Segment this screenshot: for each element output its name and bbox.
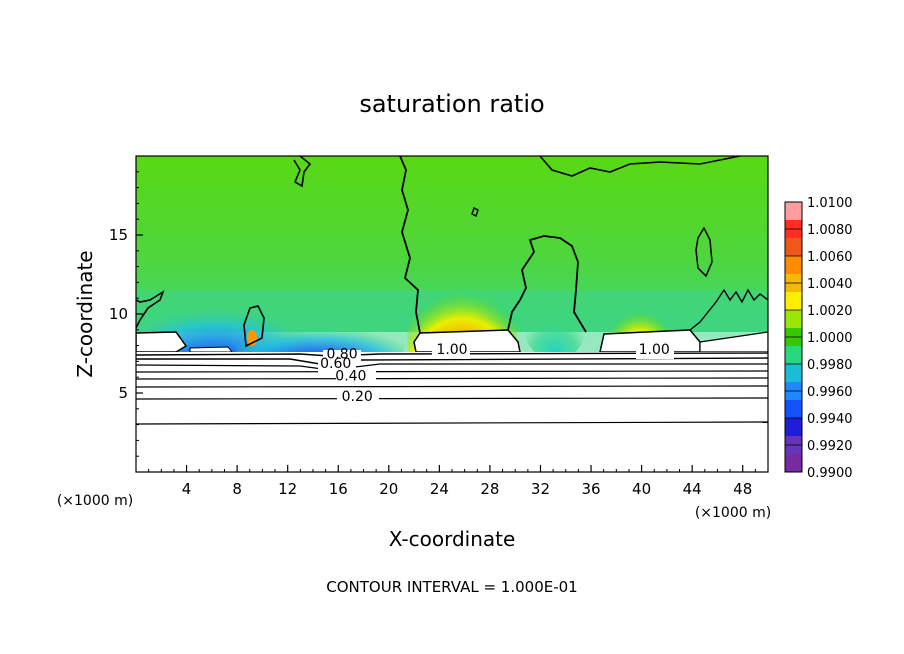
colorbar-swatch: [785, 202, 802, 221]
cloud-region-small: [189, 346, 234, 353]
contour-s1-top: [293, 156, 312, 188]
contour-s1-small-loop: [471, 207, 479, 217]
x-tick-label: 16: [329, 480, 348, 498]
contour-line-7: [136, 397, 768, 400]
x-tick-label: 40: [632, 480, 651, 498]
contour-label: 0.60: [320, 356, 351, 372]
colorbar-swatch: [785, 346, 802, 365]
contour-s1-ridge: [507, 235, 587, 333]
contour-label: 0.40: [335, 369, 366, 385]
colorbar-label: 1.0080: [807, 223, 853, 238]
y-tick-label: 5: [118, 384, 128, 402]
x-tick-label: 24: [430, 480, 449, 498]
x-unit-right: (×1000 m): [695, 505, 771, 521]
colorbar-label: 0.9960: [807, 385, 853, 400]
cloud-region-far-right: [699, 331, 768, 353]
x-tick-label: 44: [683, 480, 702, 498]
y-axis-label: Z-coordinate: [73, 250, 97, 377]
colorbar-label: 0.9980: [807, 358, 853, 373]
colorbar-swatch: [785, 364, 802, 383]
lower-layer: [136, 352, 768, 472]
contour-s1-upper-right: [539, 156, 741, 177]
x-tick-label: 4: [182, 480, 192, 498]
chart-title: saturation ratio: [359, 90, 544, 118]
y-axis: 5 10 15: [109, 171, 143, 457]
contour-label: 1.00: [436, 342, 467, 358]
x-tick-label: 12: [278, 480, 297, 498]
contour-line-8: [136, 421, 768, 425]
contour-interval-note: CONTOUR INTERVAL = 1.000E-01: [326, 578, 577, 596]
contour-label: 1.00: [639, 342, 670, 358]
dry-region-center: [525, 300, 585, 360]
contour-labels: 1.00 1.00 0.800.600.40 0.20: [320, 342, 670, 405]
colorbar-swatch: [785, 454, 802, 473]
colorbar-label: 1.0060: [807, 250, 853, 265]
contour-line-5: [136, 377, 768, 380]
contour-s1-cell: [243, 305, 265, 348]
colorbar-swatch: [785, 256, 802, 275]
x-tick-label: 36: [581, 480, 600, 498]
contour-s1-loop-right: [695, 226, 713, 278]
x-tick-label: 20: [379, 480, 398, 498]
x-tick-label: 32: [531, 480, 550, 498]
x-tick-label: 28: [480, 480, 499, 498]
contour-label: 0.20: [342, 389, 373, 405]
x-axis: 4 8 12 16 20 24 28 32 36 40 44 48: [148, 465, 756, 498]
colorbar-swatch: [785, 400, 802, 419]
contour-s1-left: [136, 290, 165, 329]
colorbar-label: 1.0020: [807, 304, 853, 319]
y-tick-label: 15: [109, 226, 128, 244]
y-tick-label: 10: [109, 305, 128, 323]
contour-s1-column: [399, 156, 421, 334]
contour-line-6: [136, 385, 768, 388]
contour-label: 0.80: [326, 347, 357, 363]
colorbar-swatch: [785, 310, 802, 329]
colorbar-swatch: [785, 418, 802, 437]
colorbar-swatch: [785, 238, 802, 257]
contour-line-4: [136, 370, 768, 373]
colorbar-label: 1.0100: [807, 196, 853, 211]
colorbar-label: 1.0000: [807, 331, 853, 346]
colorbar-label: 0.9940: [807, 412, 853, 427]
contour-s1-rough-right: [689, 288, 768, 331]
colorbar-label: 1.0040: [807, 277, 853, 292]
colorbar-swatch: [785, 292, 802, 311]
x-axis-label: X-coordinate: [389, 527, 516, 551]
colorbar: 1.0100 1.0080 1.0060 1.0040 1.0020 1.0000 0.99…: [784, 196, 853, 481]
x-tick-label: 48: [733, 480, 752, 498]
plot-area: [136, 156, 768, 472]
x-unit-left: (×1000 m): [57, 493, 133, 509]
x-tick-label: 8: [232, 480, 242, 498]
colorbar-label: 0.9920: [807, 439, 853, 454]
colorbar-label: 0.9900: [807, 466, 853, 481]
cloud-region-left: [136, 331, 188, 353]
